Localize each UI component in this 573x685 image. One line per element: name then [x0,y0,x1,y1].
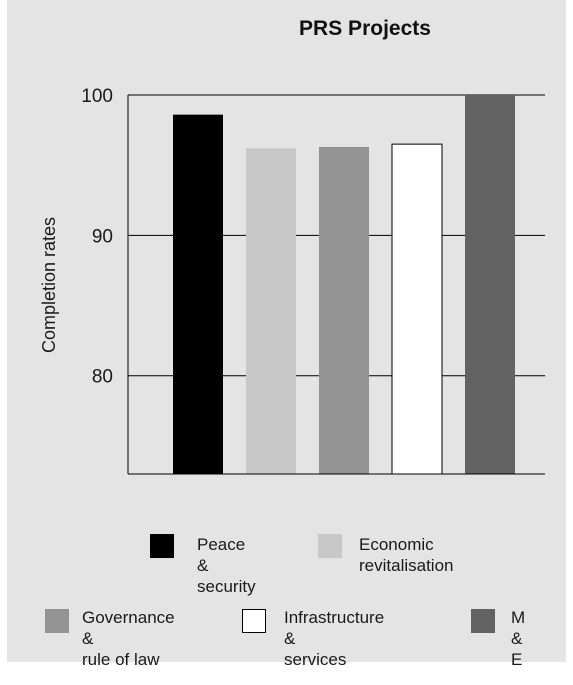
legend-swatch [150,534,174,558]
legend-label: Economic revitalisation [359,535,454,575]
legend-label: Governance & rule of law [82,608,175,669]
legend-swatch [242,609,266,633]
legend-swatch [471,609,495,633]
chart-panel: PRS Projects Completion rates 80 90 100 Pe… [7,0,566,669]
bar-5 [465,95,515,474]
y-tick-label: 100 [81,86,113,107]
legend-label: Peace & security [197,535,256,596]
legend-swatch [45,609,69,633]
bar-4 [391,143,443,475]
y-tick-label: 80 [92,367,113,388]
bar-chart: PRS Projects Completion rates 80 90 100 [39,17,545,475]
bar-3 [319,146,369,474]
bar-2 [246,148,296,474]
y-tick-labels: 80 90 100 [81,86,113,388]
legend-label: M & E [511,608,526,669]
bars [173,95,515,475]
chart-title: PRS Projects [299,17,431,40]
y-axis-label: Completion rates [39,217,59,353]
legend-label: Infrastructure & services [284,608,385,669]
bar-1 [173,114,223,474]
y-tick-label: 90 [92,226,113,247]
legend-swatch [318,534,342,558]
